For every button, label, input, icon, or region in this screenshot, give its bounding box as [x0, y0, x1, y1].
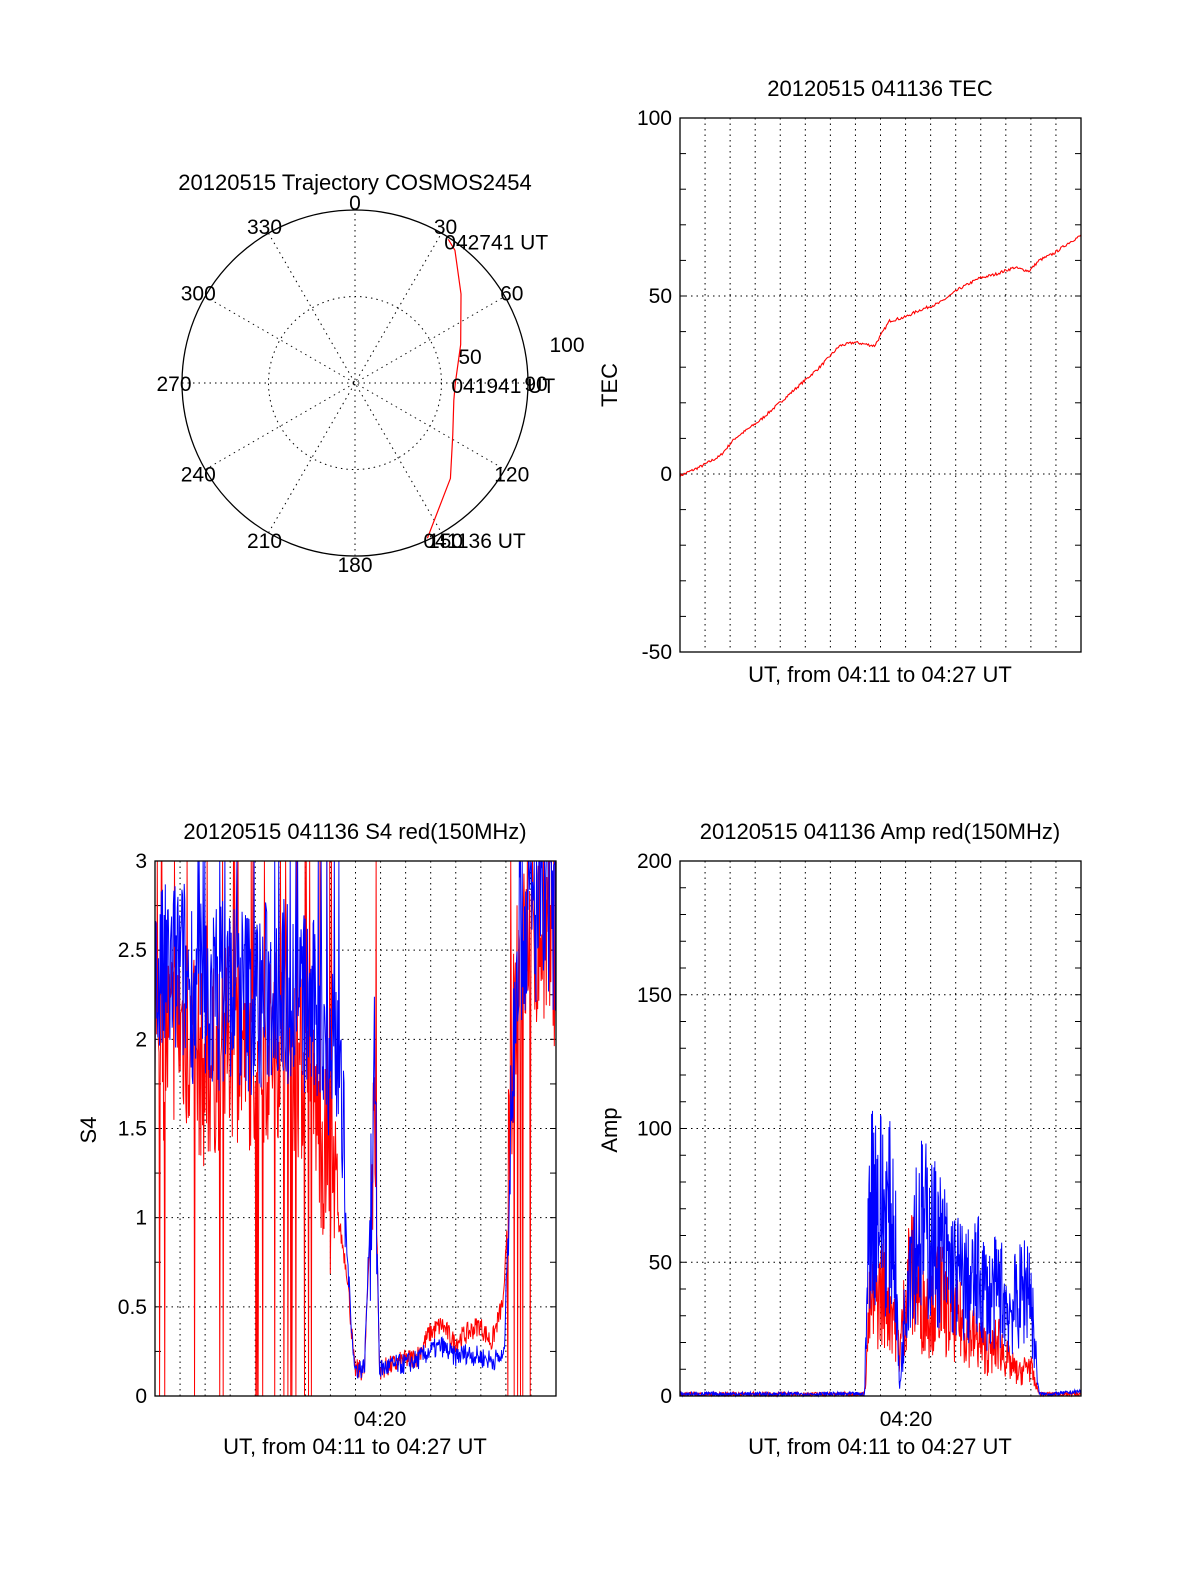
y-tick-label: 100	[637, 1118, 672, 1141]
s4-x-label: UT, from 04:11 to 04:27 UT	[223, 1434, 487, 1459]
y-tick-label: -50	[642, 641, 672, 664]
tec-grid	[680, 118, 1081, 652]
trajectory-annotations: 041136 UT 041941 UT 042741 UT	[423, 231, 555, 553]
azimuth-label: 330	[247, 216, 282, 239]
azimuth-label: 30	[434, 216, 457, 239]
amp-plot-frame	[679, 860, 1082, 1397]
polar-spoke	[268, 232, 442, 534]
tec-y-label: TEC	[597, 363, 622, 407]
y-tick-label: 150	[637, 984, 672, 1007]
amp-y-label: Amp	[597, 1107, 622, 1152]
radius-label-100: 100	[549, 334, 584, 357]
polar-outer-circle	[181, 209, 529, 557]
s4-title: 20120515 041136 S4 red(150MHz)	[183, 819, 526, 844]
tec-title: 20120515 041136 TEC	[767, 76, 993, 101]
trajectory-series	[426, 239, 462, 539]
tec-panel: 20120515 041136 TEC -50 0 50 100 UT, from 0…	[597, 76, 1082, 687]
azimuth-label: 270	[156, 373, 191, 396]
azimuth-label: 300	[181, 283, 216, 306]
s4-panel: 20120515 041136 S4 red(150MHz) 0 0.5 1 1.5 2…	[76, 819, 557, 1459]
y-tick-label: 50	[649, 1251, 672, 1274]
s4-series	[154, 860, 557, 1397]
y-tick-label: 0	[660, 1385, 672, 1408]
tec-plot-frame	[679, 117, 1082, 653]
trajectory-line	[426, 239, 462, 539]
azimuth-label: 120	[494, 464, 529, 487]
amp-blue-line	[679, 1110, 1082, 1398]
amp-series	[679, 1110, 1082, 1398]
s4-y-label: S4	[76, 1117, 101, 1144]
y-tick-label: 100	[637, 107, 672, 130]
y-tick-label: 0	[135, 1385, 147, 1408]
tec-line	[679, 234, 1082, 478]
s4-red-line	[154, 860, 557, 1397]
y-tick-label: 3	[135, 850, 147, 873]
y-tick-label: 1	[135, 1207, 147, 1230]
y-tick-label: 200	[637, 850, 672, 873]
trajectory-time-label: 041941 UT	[451, 375, 555, 398]
radius-label-50: 50	[458, 346, 481, 369]
amp-y-ticks: 0 50 100 150 200	[637, 850, 672, 1408]
azimuth-label: 180	[337, 554, 372, 577]
amp-x-tick-0420: 04:20	[880, 1408, 933, 1431]
amp-title: 20120515 041136 Amp red(150MHz)	[700, 819, 1060, 844]
tec-y-ticks: -50 0 50 100	[637, 107, 672, 664]
azimuth-label: 90	[524, 373, 547, 396]
azimuth-label: 60	[500, 283, 523, 306]
s4-y-ticks: 0 0.5 1 1.5 2 2.5 3	[118, 850, 147, 1408]
polar-grid	[182, 210, 528, 556]
azimuth-label: 150	[428, 530, 463, 553]
y-tick-label: 2	[135, 1028, 147, 1051]
polar-grid-circle-50	[268, 296, 442, 470]
y-tick-label: 1.5	[118, 1118, 147, 1141]
trajectory-panel: 20120515 Trajectory COSMOS2454 0 30 60 90 12…	[156, 170, 584, 577]
s4-x-tick-0420: 04:20	[354, 1408, 407, 1431]
trajectory-time-label: 042741 UT	[444, 231, 548, 254]
amp-x-label: UT, from 04:11 to 04:27 UT	[748, 1434, 1012, 1459]
s4-grid	[155, 861, 556, 1396]
azimuth-label: 240	[181, 464, 216, 487]
trajectory-time-label: 041136 UT	[423, 530, 526, 553]
y-tick-label: 0.5	[118, 1296, 147, 1319]
polar-spoke	[268, 232, 442, 534]
y-tick-label: 50	[649, 285, 672, 308]
s4-blue-line	[154, 860, 557, 1379]
y-tick-label: 0	[660, 463, 672, 486]
y-tick-label: 2.5	[118, 939, 147, 962]
s4-plot-frame	[154, 860, 557, 1397]
trajectory-title: 20120515 Trajectory COSMOS2454	[178, 170, 531, 195]
azimuth-label: 0	[349, 192, 361, 215]
tec-series	[679, 234, 1082, 478]
amp-panel: 20120515 041136 Amp red(150MHz) 0 50 100 15…	[597, 819, 1082, 1459]
azimuth-labels: 0 30 60 90 120 150 180 210 240 270 300 330	[156, 192, 547, 577]
tec-x-label: UT, from 04:11 to 04:27 UT	[748, 662, 1012, 687]
azimuth-label: 210	[247, 530, 282, 553]
